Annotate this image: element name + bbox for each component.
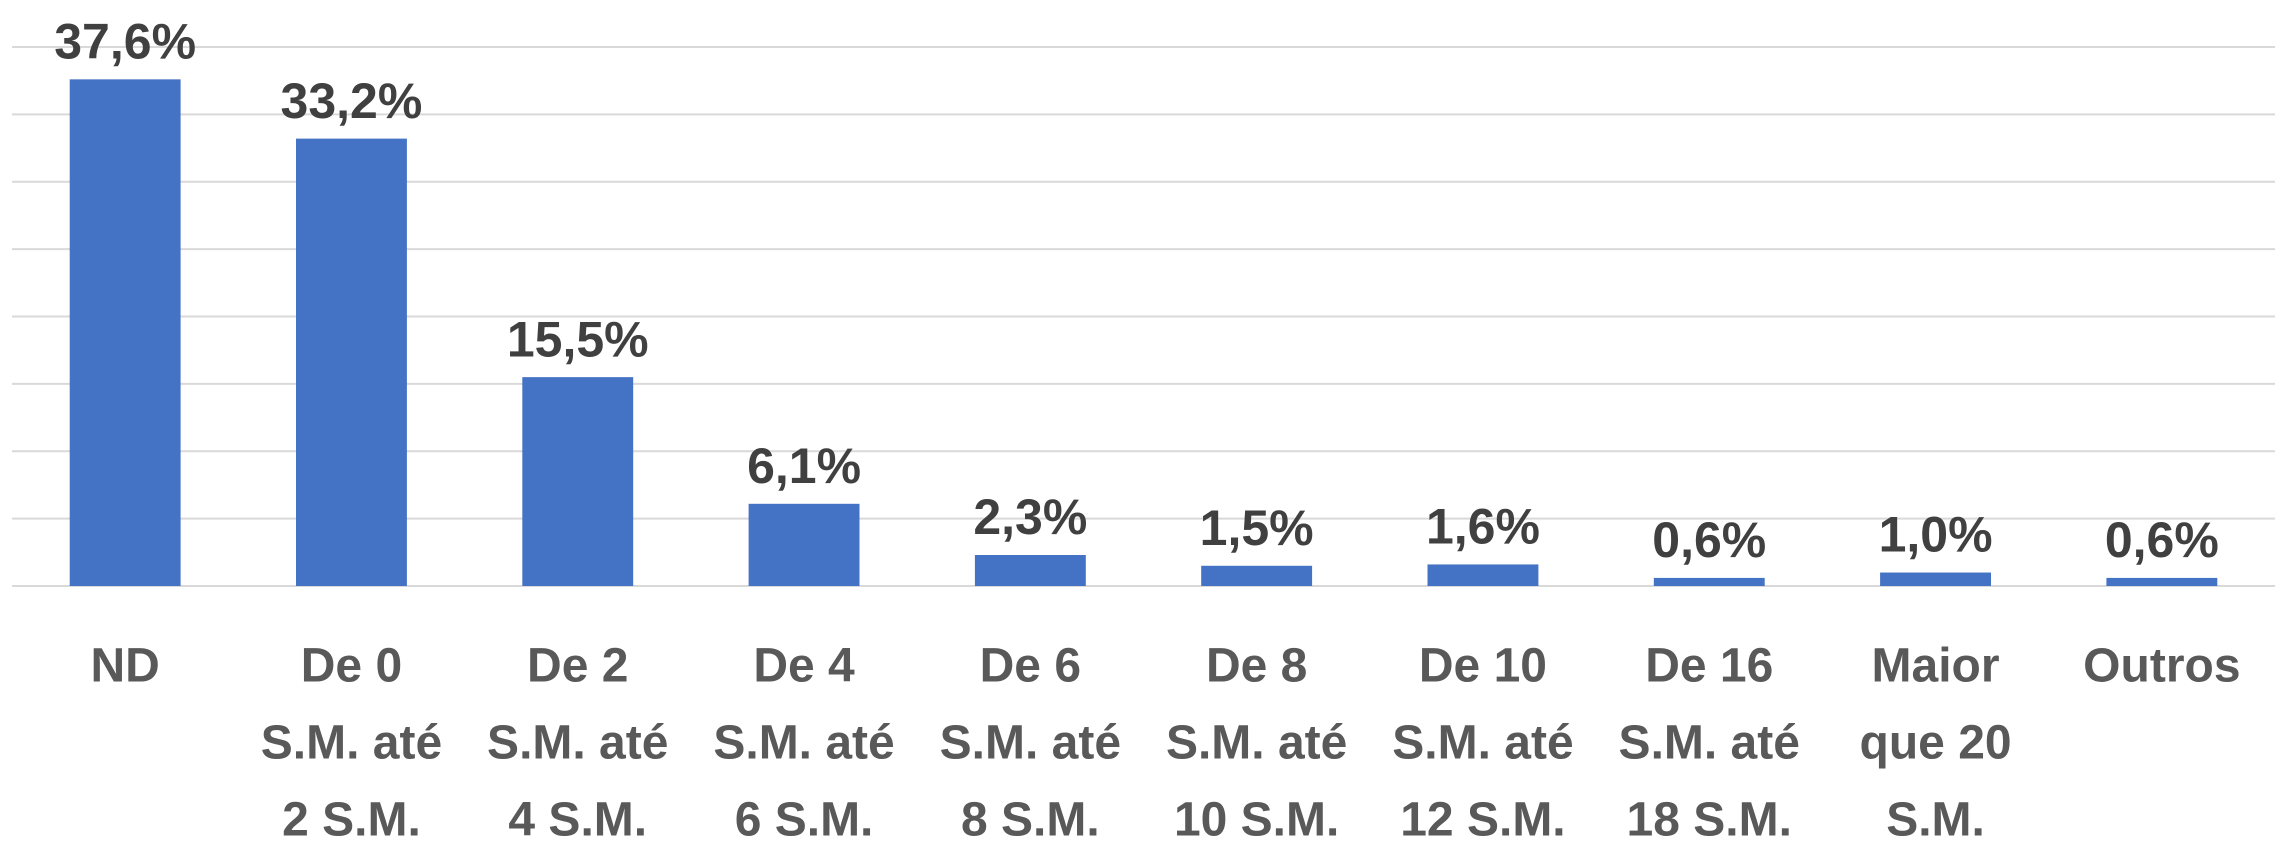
x-tick-label: De 4 xyxy=(753,640,855,693)
x-tick-label: De 16 xyxy=(1645,640,1773,693)
value-label: 2,3% xyxy=(973,489,1087,545)
value-label: 1,0% xyxy=(1879,507,1993,563)
x-tick-label: S.M. até xyxy=(261,717,442,770)
x-tick-label: 6 S.M. xyxy=(735,794,874,847)
x-tick-label: De 10 xyxy=(1419,640,1547,693)
x-tick-label: ND xyxy=(90,640,159,693)
bar xyxy=(1427,564,1539,586)
x-tick-label: que 20 xyxy=(1860,717,2012,770)
bar xyxy=(1653,577,1765,586)
x-tick-label: Outros xyxy=(2083,640,2240,693)
bar xyxy=(1880,572,1991,586)
value-label: 6,1% xyxy=(747,438,861,494)
value-label: 1,5% xyxy=(1200,500,1314,556)
bar xyxy=(1201,565,1313,586)
value-label: 33,2% xyxy=(281,73,423,129)
bar xyxy=(974,555,1086,586)
bar xyxy=(69,79,181,586)
x-tick-label: De 2 xyxy=(527,640,628,693)
x-tick-label: 2 S.M. xyxy=(282,794,421,847)
x-tick-label: 4 S.M. xyxy=(508,794,647,847)
x-tick-label: Maior xyxy=(1872,640,2000,693)
value-label: 0,6% xyxy=(1652,512,1766,568)
value-label: 0,6% xyxy=(2105,512,2219,568)
value-label: 1,6% xyxy=(1426,499,1540,555)
x-tick-label: S.M. até xyxy=(1392,717,1573,770)
x-tick-label: De 0 xyxy=(301,640,402,693)
x-tick-label: 18 S.M. xyxy=(1627,794,1792,847)
x-tick-label: 8 S.M. xyxy=(961,794,1100,847)
x-tick-label: S.M. até xyxy=(940,717,1121,770)
x-tick-label: S.M. até xyxy=(1619,717,1800,770)
x-tick-label: 10 S.M. xyxy=(1174,794,1339,847)
bar xyxy=(522,377,634,586)
x-tick-label: De 6 xyxy=(980,640,1081,693)
value-label: 15,5% xyxy=(507,311,649,367)
value-label: 37,6% xyxy=(54,14,196,70)
bar xyxy=(2106,577,2218,586)
bar xyxy=(296,138,407,586)
x-tick-label: S.M. xyxy=(1886,794,1985,847)
x-tick-label: S.M. até xyxy=(1166,717,1347,770)
x-tick-label: S.M. até xyxy=(713,717,894,770)
x-tick-label: 12 S.M. xyxy=(1400,794,1565,847)
x-tick-label: De 8 xyxy=(1206,640,1307,693)
x-tick-label: S.M. até xyxy=(487,717,668,770)
bar xyxy=(748,503,860,586)
